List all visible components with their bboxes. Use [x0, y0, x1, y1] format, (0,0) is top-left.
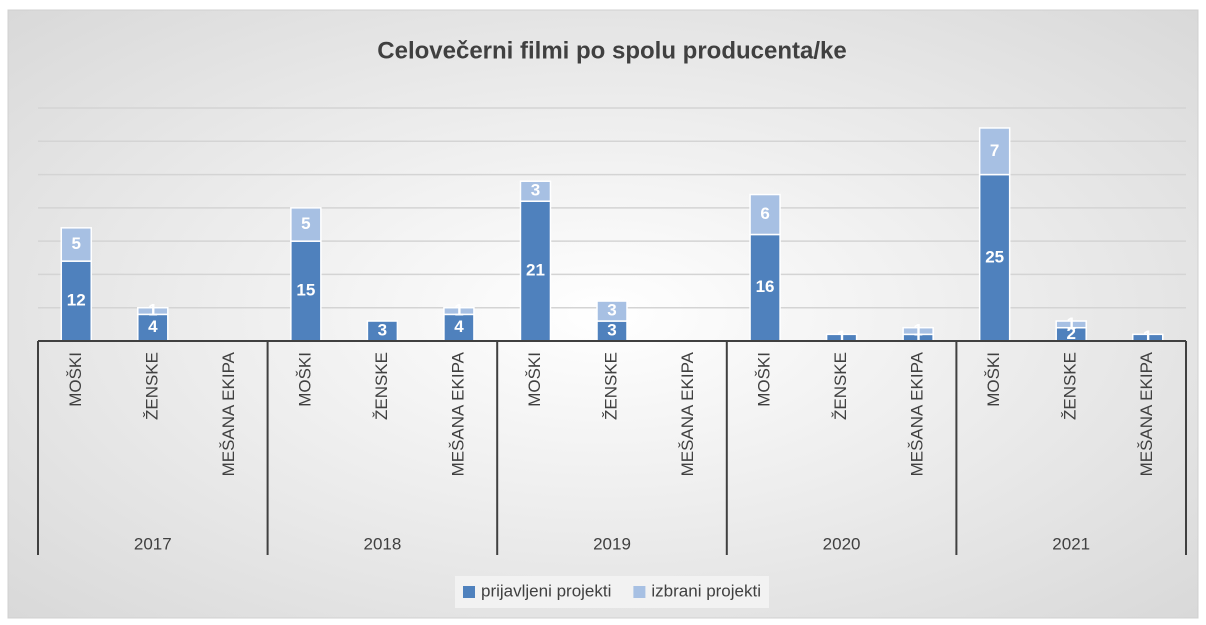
bar-segment — [978, 127, 1011, 176]
bar-segment — [1055, 320, 1087, 329]
x-tick-label: ŽENSKE — [1061, 352, 1080, 420]
data-label: 7 — [990, 141, 999, 160]
x-tick-label: MEŠANA EKIPA — [908, 351, 927, 476]
data-label: 5 — [72, 234, 81, 253]
chart-title: Celovečerni filmi po spolu producenta/ke — [377, 37, 846, 64]
data-label: 3 — [607, 320, 616, 339]
group-label: 2021 — [1052, 534, 1090, 553]
x-tick-label: MOŠKI — [984, 352, 1003, 407]
group-label: 2017 — [134, 534, 172, 553]
x-tick-label: ŽENSKE — [831, 352, 850, 420]
bar-segment — [443, 306, 475, 316]
legend-label: izbrani projekti — [651, 581, 761, 600]
x-tick-label: MEŠANA EKIPA — [448, 351, 467, 476]
x-tick-label: MOŠKI — [66, 352, 85, 407]
x-tick-label: MOŠKI — [755, 352, 774, 407]
data-label: 15 — [296, 281, 315, 300]
bar-segment — [60, 227, 93, 262]
x-tick-label: MOŠKI — [295, 352, 314, 407]
bar-segment — [290, 207, 322, 242]
x-tick-label: ŽENSKE — [601, 352, 620, 420]
bar-segment — [749, 193, 781, 236]
x-tick-label: ŽENSKE — [142, 352, 161, 420]
data-label: 4 — [454, 317, 464, 336]
data-label: 1 — [1143, 327, 1152, 346]
legend: prijavljeni projekti izbrani projekti — [455, 576, 769, 608]
data-label: 12 — [67, 291, 86, 310]
data-label: 2 — [1066, 324, 1075, 343]
data-label: 1 — [837, 327, 846, 346]
bar-segment — [749, 233, 781, 342]
data-label: 6 — [760, 204, 769, 223]
data-label: 5 — [301, 214, 310, 233]
data-label: 3 — [378, 320, 387, 339]
data-label: 25 — [985, 247, 1004, 266]
bar-segment — [596, 300, 628, 322]
data-label: 1 — [454, 301, 463, 320]
group-label: 2018 — [363, 534, 401, 553]
bar-segment — [519, 200, 552, 342]
x-tick-label: MOŠKI — [525, 352, 544, 407]
data-label: 1 — [913, 320, 922, 339]
data-label: 3 — [531, 181, 540, 200]
group-label: 2020 — [823, 534, 861, 553]
group-label: 2019 — [593, 534, 631, 553]
data-label: 1 — [913, 327, 922, 346]
x-tick-label: ŽENSKE — [372, 352, 391, 420]
bar-segment — [443, 313, 475, 342]
bar-segment — [519, 180, 552, 202]
data-label: 4 — [148, 317, 158, 336]
x-tick-label: MEŠANA EKIPA — [1137, 351, 1156, 476]
bar-segment — [137, 306, 169, 316]
x-tick-label: MEŠANA EKIPA — [678, 351, 697, 476]
legend-swatch — [463, 586, 475, 598]
bar-segment — [902, 326, 934, 336]
data-label: 21 — [526, 261, 545, 280]
x-tick-label: MEŠANA EKIPA — [219, 351, 238, 476]
data-label: 3 — [607, 301, 616, 320]
data-label: 1 — [148, 301, 157, 320]
bar-segment — [978, 173, 1011, 342]
legend-label: prijavljeni projekti — [481, 581, 611, 600]
bar-segment — [60, 260, 93, 342]
legend-background — [455, 576, 769, 608]
data-label: 16 — [756, 277, 775, 296]
data-label: 1 — [1066, 314, 1075, 333]
legend-swatch — [633, 586, 646, 598]
